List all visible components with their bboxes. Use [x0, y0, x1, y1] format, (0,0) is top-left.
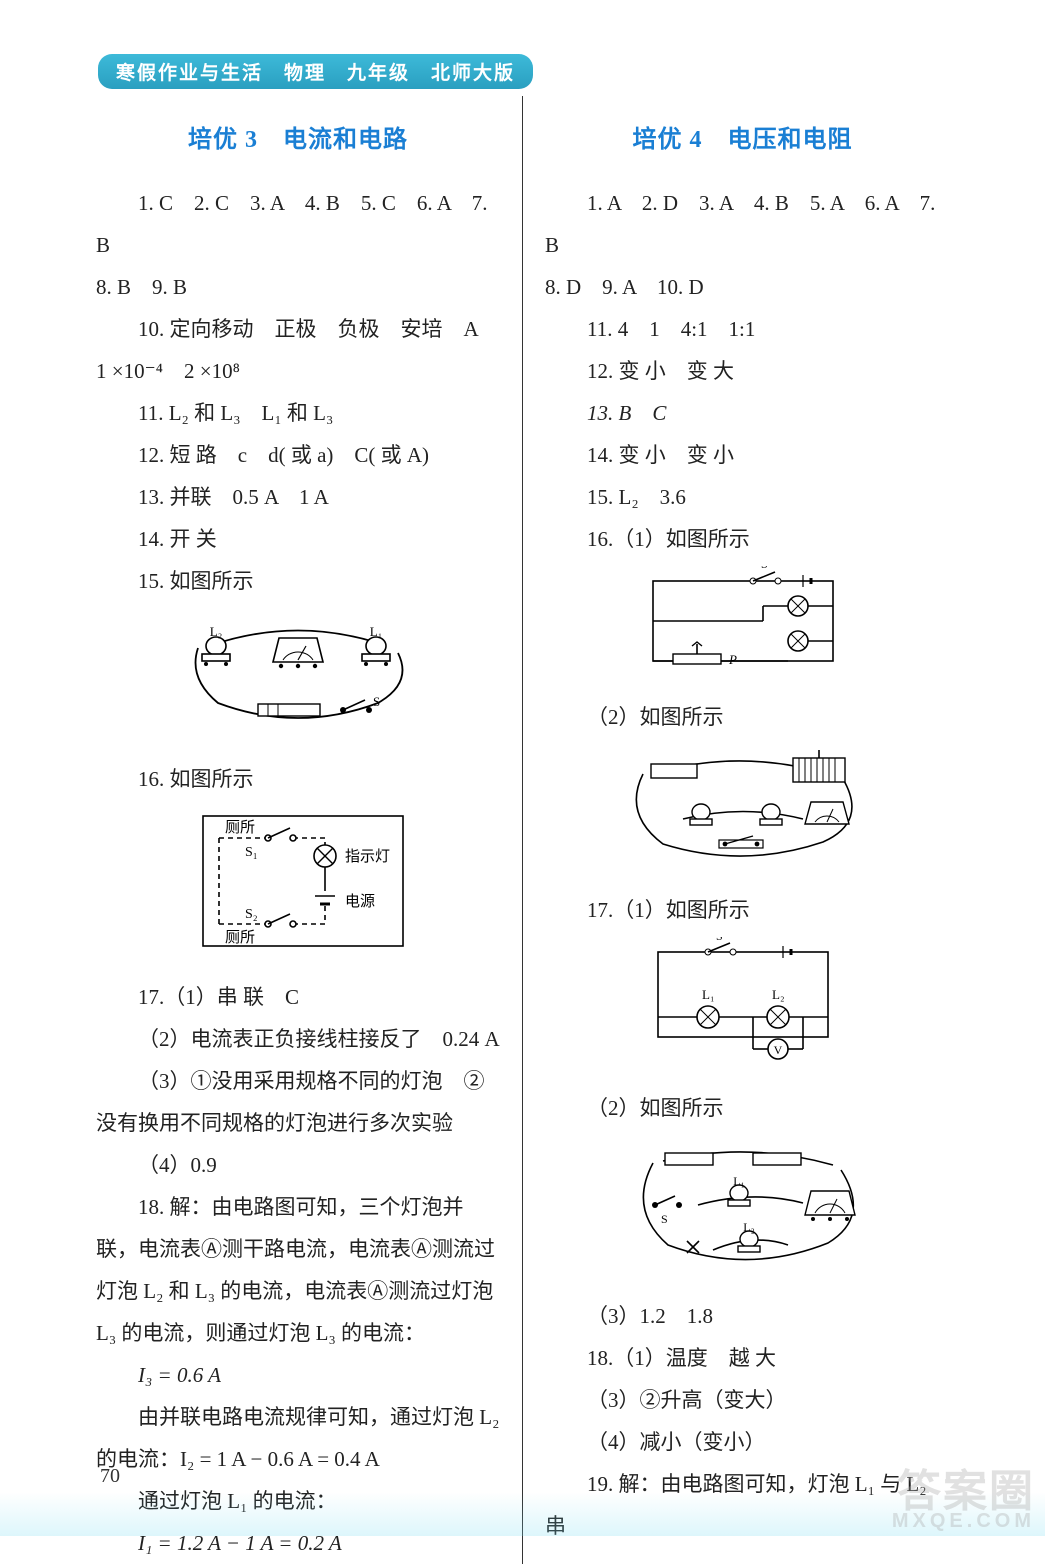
label: 指示灯	[345, 848, 390, 865]
label: 电源	[345, 893, 375, 910]
footer-band	[0, 1492, 1045, 1536]
ans-line: 11. L₂ 和 L₃ L₁ 和 L₃	[96, 392, 500, 434]
right-column: 培优 4 电压和电阻 1. A 2. D 3. A 4. B 5. A 6. A…	[523, 96, 958, 1564]
label: L₁	[733, 1174, 745, 1188]
ans-line: 16.（1）如图所示	[545, 518, 940, 560]
ans-line: （4）减小（变小）	[545, 1421, 940, 1463]
ans-line: （4）0.9	[96, 1144, 500, 1186]
ans-line: （2）电流表正负接线柱接反了 0.24 A	[96, 1018, 500, 1060]
ans-line: 13. B C	[545, 392, 940, 434]
label-s: S	[373, 694, 380, 709]
label: L₂	[743, 1220, 755, 1234]
label: S	[716, 937, 723, 943]
label-l2: L₂	[210, 624, 222, 639]
page-number: 70	[100, 1465, 120, 1488]
ans-line: 8. B 9. B	[96, 266, 500, 308]
ans-line: 12. 变 小 变 大	[545, 350, 940, 392]
ans-line: （2）如图所示	[545, 1087, 940, 1129]
section-title-4: 培优 4 电压和电阻	[545, 116, 940, 164]
ans-line: 17.（1）如图所示	[545, 889, 940, 931]
figure-15: L₂ L₁ S	[96, 608, 500, 752]
watermark: 答案圈 MXQE.COM	[892, 1472, 1035, 1530]
figure-r17a: S L₁ L₂ V	[545, 937, 940, 1081]
left-column: 培优 3 电流和电路 1. C 2. C 3. A 4. B 5. C 6. A…	[88, 96, 523, 1564]
ans-line: 17.（1）串 联 C	[96, 976, 500, 1018]
label: 厕所	[225, 819, 255, 836]
watermark-small: MXQE.COM	[892, 1512, 1035, 1530]
ans-line: （2）如图所示	[545, 696, 940, 738]
ans-line: I₃ = 0.6 A	[96, 1354, 500, 1396]
figure-r16a: S P	[545, 566, 940, 690]
label: S₂	[245, 907, 258, 922]
label: S₁	[245, 845, 258, 860]
header-bar: 寒假作业与生活 物理 九年级 北师大版	[98, 54, 533, 89]
ans-line: 18.（1）温度 越 大	[545, 1337, 940, 1379]
ans-line: 由并联电路电流规律可知，通过灯泡 L₂ 的电流：I₂ = 1 A − 0.6 A…	[96, 1396, 500, 1480]
figure-r16b	[545, 744, 940, 883]
ans-line: （3）②升高（变大）	[545, 1379, 940, 1421]
ans-line: 10. 定向移动 正极 负极 安培 A	[96, 308, 500, 350]
ans-line: 1. C 2. C 3. A 4. B 5. C 6. A 7. B	[96, 182, 500, 266]
label: S	[761, 566, 768, 571]
ans-line: 1 ×10⁻⁴ 2 ×10⁸	[96, 350, 500, 392]
ans-line: 18. 解：由电路图可知，三个灯泡并联，电流表Ⓐ测干路电流，电流表Ⓐ测流过灯泡 …	[96, 1186, 500, 1354]
ans-line: 14. 变 小 变 小	[545, 434, 940, 476]
label: P	[728, 652, 737, 667]
label: L₁	[702, 987, 714, 1002]
ans-line: 15. 如图所示	[96, 560, 500, 602]
ans-line: 12. 短 路 c d( 或 a) C( 或 A)	[96, 434, 500, 476]
label: L₂	[772, 987, 784, 1002]
ans-line: 8. D 9. A 10. D	[545, 266, 940, 308]
ans-line: 15. L₂ 3.6	[545, 476, 940, 518]
ans-line: （3）1.2 1.8	[545, 1295, 940, 1337]
ans-line: 11. 4 1 4:1 1:1	[545, 308, 940, 350]
label: V	[773, 1043, 782, 1057]
label-l1: L₁	[370, 624, 382, 639]
ans-line: 1. A 2. D 3. A 4. B 5. A 6. A 7. B	[545, 182, 940, 266]
label: S	[661, 1212, 668, 1226]
ans-line: 14. 开 关	[96, 518, 500, 560]
ans-line: 16. 如图所示	[96, 758, 500, 800]
content-columns: 培优 3 电流和电路 1. C 2. C 3. A 4. B 5. C 6. A…	[88, 96, 958, 1564]
figure-16: 厕所 S₁ S₂ 厕所 指示灯 电源	[96, 806, 500, 970]
ans-line: （3）①没用采用规格不同的灯泡 ②没有换用不同规格的灯泡进行多次实验	[96, 1060, 500, 1144]
label: 厕所	[225, 929, 255, 946]
figure-r17b: S L₁ L₂	[545, 1135, 940, 1289]
ans-line: 13. 并联 0.5 A 1 A	[96, 476, 500, 518]
section-title-3: 培优 3 电流和电路	[96, 116, 500, 164]
